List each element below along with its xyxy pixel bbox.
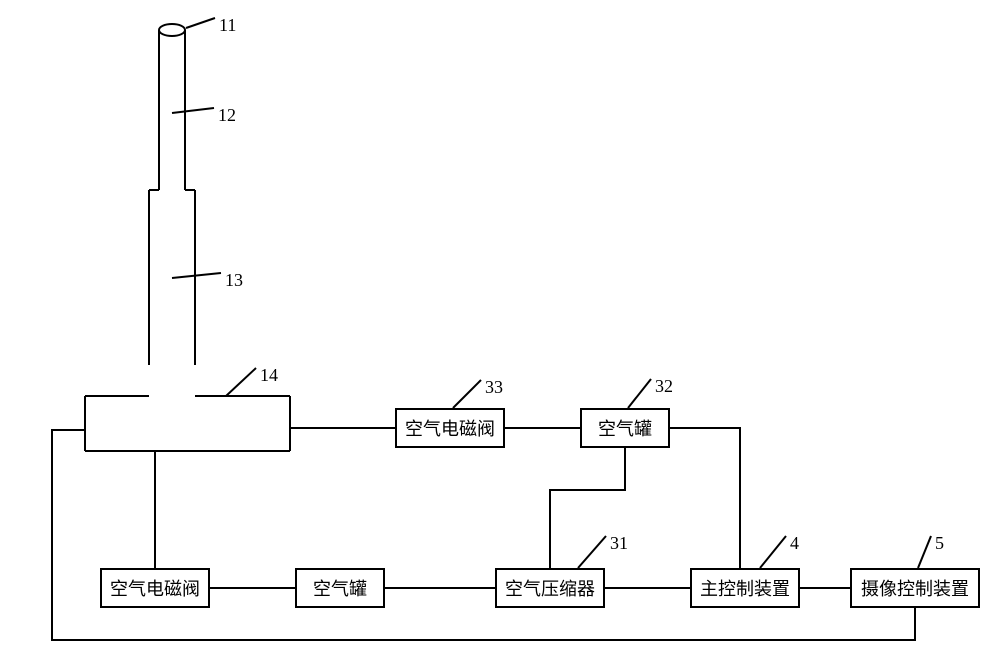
diagram-canvas: 空气电磁阀空气罐空气电磁阀空气罐空气压缩器主控制装置摄像控制装置11121314… — [0, 0, 1000, 670]
node-label: 主控制装置 — [700, 575, 790, 601]
node-n33: 空气电磁阀 — [395, 408, 505, 448]
callout-l4: 4 — [790, 533, 799, 554]
callout-l33: 33 — [485, 377, 503, 398]
callout-l12: 12 — [218, 105, 236, 126]
node-n_tank_b: 空气罐 — [295, 568, 385, 608]
node-label: 空气电磁阀 — [405, 415, 495, 441]
callout-l11: 11 — [219, 15, 236, 36]
node-label: 空气罐 — [598, 415, 652, 441]
callout-l14: 14 — [260, 365, 278, 386]
node-label: 空气压缩器 — [505, 575, 595, 601]
node-n_valve_b: 空气电磁阀 — [100, 568, 210, 608]
node-label: 摄像控制装置 — [861, 575, 969, 601]
node-n31: 空气压缩器 — [495, 568, 605, 608]
node-label: 空气罐 — [313, 575, 367, 601]
callout-l31: 31 — [610, 533, 628, 554]
callout-l13: 13 — [225, 270, 243, 291]
node-n32: 空气罐 — [580, 408, 670, 448]
node-n4: 主控制装置 — [690, 568, 800, 608]
node-label: 空气电磁阀 — [110, 575, 200, 601]
callout-l32: 32 — [655, 376, 673, 397]
callout-l5: 5 — [935, 533, 944, 554]
node-n5: 摄像控制装置 — [850, 568, 980, 608]
